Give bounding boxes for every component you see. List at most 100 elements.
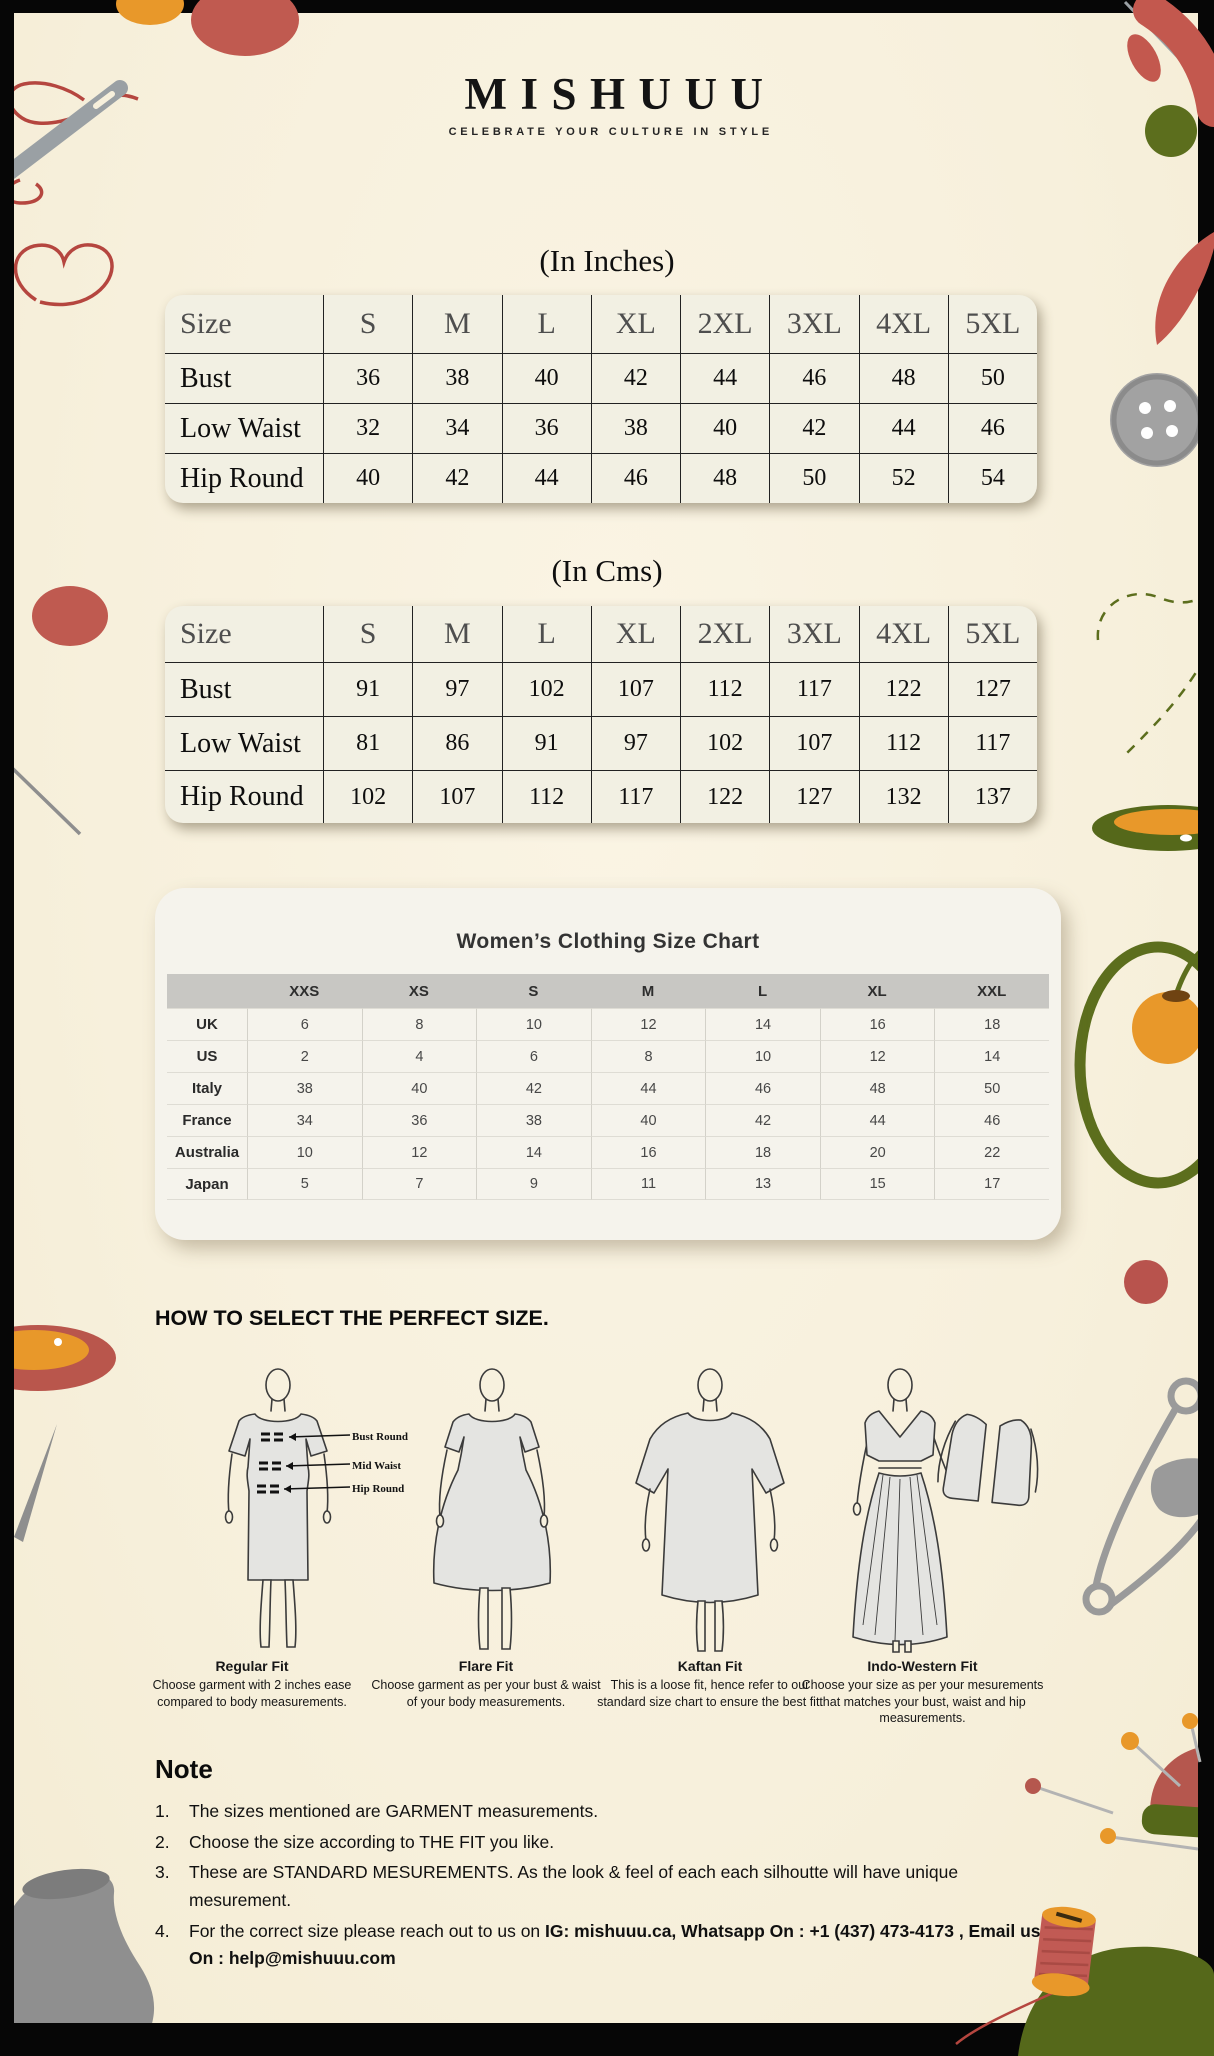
measure-label-hip: Hip Round <box>352 1483 404 1495</box>
value-cell: 12 <box>361 1136 477 1168</box>
value-cell: 38 <box>412 353 502 403</box>
value-cell: 22 <box>934 1136 1049 1168</box>
frame-border-bottom <box>0 2023 1214 2056</box>
value-cell: 127 <box>769 770 859 823</box>
value-cell: 5 <box>247 1168 362 1200</box>
indo-western-fit-illustration <box>852 1368 1039 1653</box>
value-cell: 42 <box>590 353 680 403</box>
fit-name: Flare Fit <box>458 1658 514 1674</box>
value-cell: 102 <box>501 662 591 716</box>
value-cell: 20 <box>819 1136 935 1168</box>
row-label: UK <box>167 1008 247 1040</box>
value-cell: 38 <box>476 1104 591 1136</box>
value-cell: 46 <box>705 1072 820 1104</box>
fit-section-heading: HOW TO SELECT THE PERFECT SIZE. <box>155 1306 549 1330</box>
row-label: US <box>167 1040 247 1072</box>
fit-caption-flare: Flare Fit Choose garment as per your bus… <box>371 1658 601 1710</box>
note-item: 1. The sizes mentioned are GARMENT measur… <box>155 1798 1047 1826</box>
value-cell: 46 <box>769 353 859 403</box>
column-header: L <box>501 295 591 353</box>
value-cell: 122 <box>858 662 948 716</box>
column-header: XL <box>590 606 680 662</box>
column-header: 5XL <box>947 606 1037 662</box>
value-cell: 42 <box>769 403 859 453</box>
row-label: Japan <box>167 1168 247 1200</box>
value-cell: 36 <box>501 403 591 453</box>
waist-measure-marks <box>259 1461 351 1471</box>
note-number: 1. <box>155 1801 170 1821</box>
value-cell: 17 <box>934 1168 1049 1200</box>
value-cell: 11 <box>590 1168 706 1200</box>
column-header <box>167 974 247 1008</box>
row-label: Australia <box>167 1136 247 1168</box>
value-cell: 8 <box>590 1040 706 1072</box>
value-cell: 112 <box>501 770 591 823</box>
frame-border-top <box>0 0 1214 13</box>
note-item: 4. For the correct size please reach out … <box>155 1918 1047 1973</box>
cms-table-grid: Size S M L XL 2XL 3XL 4XL 5XL Bust 91 97 102 107 112 11… <box>165 606 1037 823</box>
inches-size-table: Size S M L XL 2XL 3XL 4XL 5XL Bust 36 38 40 42 44 46 48 5… <box>165 295 1037 503</box>
value-cell: 102 <box>323 770 413 823</box>
value-cell: 42 <box>476 1072 591 1104</box>
brand-tagline: CELEBRATE YOUR CULTURE IN STYLE <box>448 126 773 138</box>
value-cell: 44 <box>590 1072 706 1104</box>
note-number: 2. <box>155 1831 170 1852</box>
column-header: 3XL <box>769 295 858 353</box>
column-header: S <box>323 295 412 353</box>
value-cell: 12 <box>590 1008 706 1040</box>
column-header: 4XL <box>858 295 948 353</box>
value-cell: 46 <box>934 1104 1049 1136</box>
note-contact-bold: IG: mishuuu.ca, Whatsapp On : +1 (437) 4… <box>189 1920 1041 1969</box>
column-header: L <box>501 606 591 662</box>
value-cell: 10 <box>476 1008 591 1040</box>
fit-caption-kaftan: Kaftan Fit This is a loose fit, hence re… <box>595 1658 825 1710</box>
kaftan-fit-illustration <box>635 1368 785 1652</box>
note-text: Choose the size according to THE FIT you… <box>189 1831 555 1852</box>
value-cell: 36 <box>323 353 413 403</box>
value-cell: 48 <box>819 1072 935 1104</box>
cms-size-table: Size S M L XL 2XL 3XL 4XL 5XL Bust 91 97 102 107 112 11… <box>165 606 1037 823</box>
value-cell: 97 <box>412 662 502 716</box>
row-label: Italy <box>167 1072 247 1104</box>
column-header: 2XL <box>680 606 769 662</box>
value-cell: 42 <box>705 1104 820 1136</box>
fit-description: This is a loose fit, hence refer to our … <box>597 1678 823 1709</box>
value-cell: 40 <box>361 1072 477 1104</box>
value-cell: 46 <box>947 403 1037 453</box>
value-cell: 107 <box>590 662 680 716</box>
value-cell: 13 <box>705 1168 820 1200</box>
note-text: The sizes mentioned are GARMENT measurem… <box>189 1801 599 1821</box>
value-cell: 40 <box>680 403 770 453</box>
value-cell: 14 <box>934 1040 1049 1072</box>
note-text: For the correct size please reach out to… <box>189 1920 1041 1969</box>
flare-fit-illustration <box>432 1368 552 1650</box>
value-cell: 38 <box>590 403 680 453</box>
value-cell: 50 <box>769 453 859 503</box>
value-cell: 38 <box>247 1072 362 1104</box>
column-header: XL <box>590 295 680 353</box>
value-cell: 50 <box>947 353 1037 403</box>
value-cell: 44 <box>680 353 770 403</box>
value-cell: 44 <box>501 453 591 503</box>
value-cell: 15 <box>819 1168 935 1200</box>
fit-name: Indo-Western Fit <box>867 1658 978 1674</box>
value-cell: 36 <box>361 1104 477 1136</box>
jacket-illustration <box>937 1413 1039 1507</box>
fit-caption-regular: Regular Fit Choose garment with 2 inches… <box>137 1658 367 1710</box>
international-size-table: XXS XS S M L XL XXL UK 6 8 10 12 14 16 18 US 2 4 6 8 10 12 14 I… <box>167 974 1049 1200</box>
value-cell: 107 <box>412 770 502 823</box>
column-header: 2XL <box>680 295 769 353</box>
value-cell: 9 <box>476 1168 591 1200</box>
value-cell: 16 <box>819 1008 935 1040</box>
row-label: Low Waist <box>165 716 323 770</box>
value-cell: 14 <box>705 1008 820 1040</box>
value-cell: 8 <box>361 1008 477 1040</box>
value-cell: 107 <box>769 716 859 770</box>
note-number: 3. <box>155 1862 170 1883</box>
value-cell: 32 <box>323 403 413 453</box>
row-label: Hip Round <box>165 770 323 823</box>
column-header: 4XL <box>858 606 948 662</box>
column-header: XXS <box>247 974 362 1008</box>
value-cell: 4 <box>361 1040 477 1072</box>
